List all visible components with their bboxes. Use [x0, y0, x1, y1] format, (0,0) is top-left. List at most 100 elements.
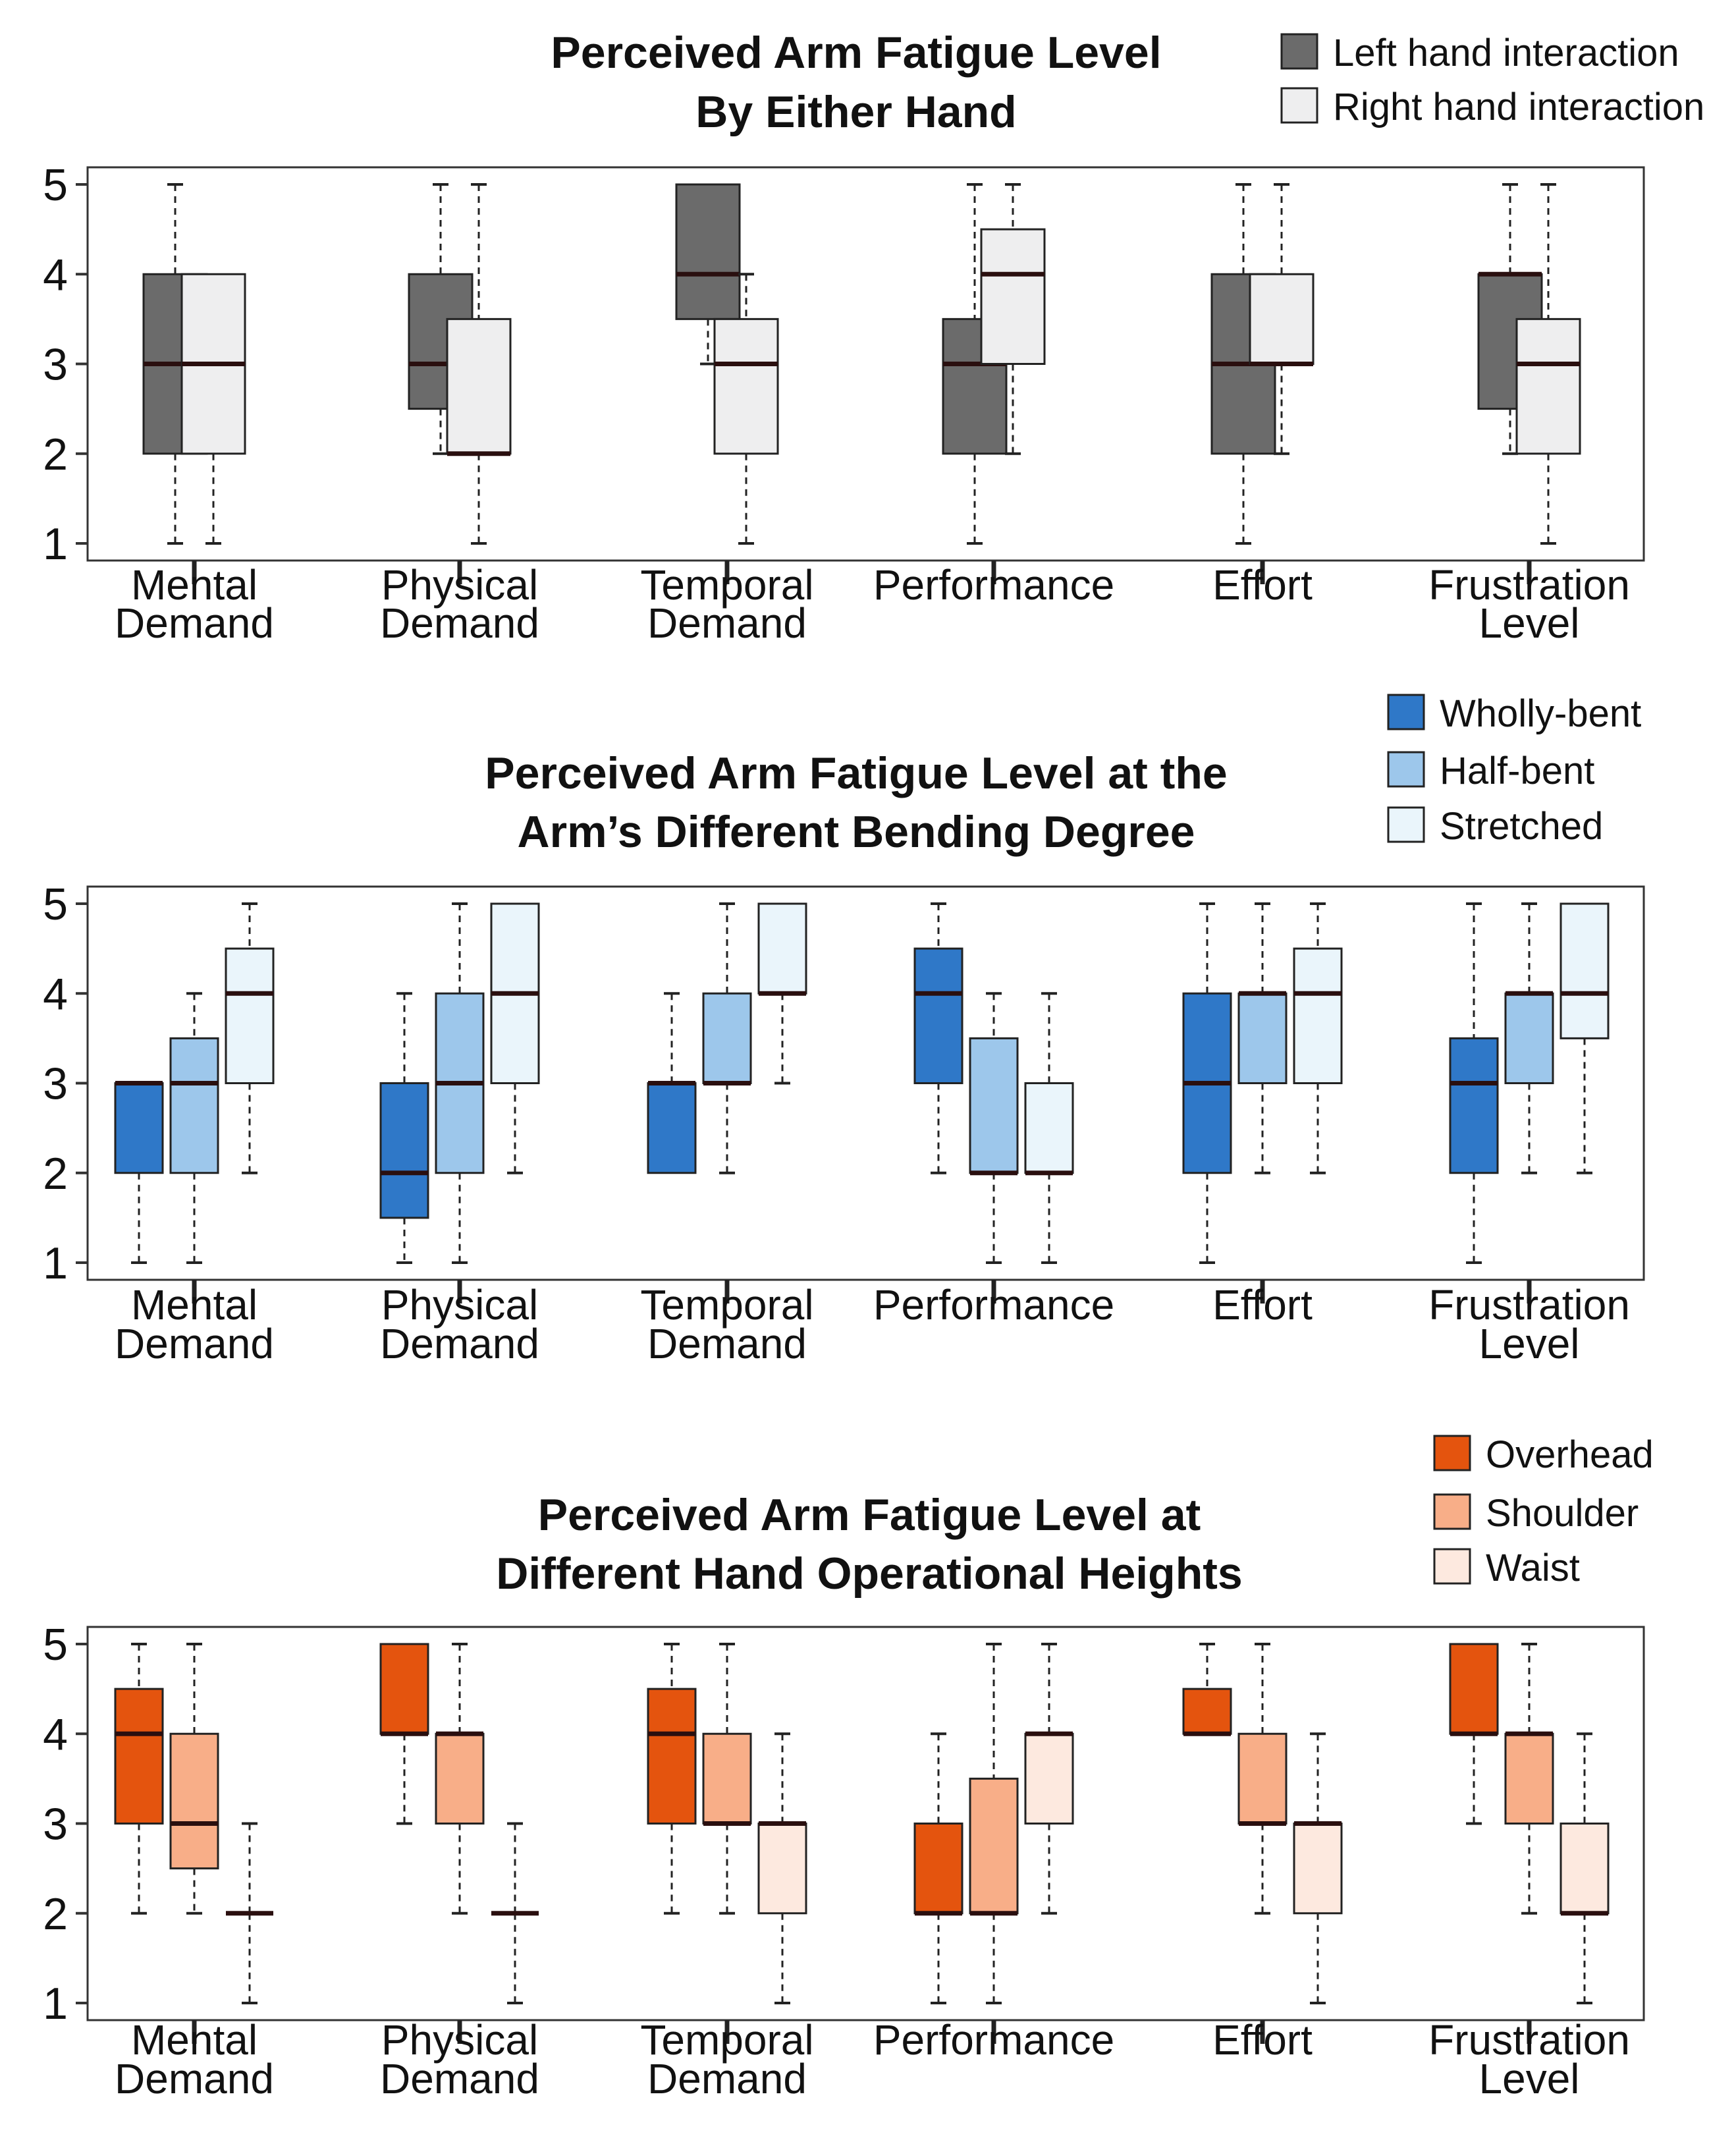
- box-iqr: [675, 183, 741, 320]
- box-half-bent: [169, 992, 219, 1264]
- y-tick-label: 1: [43, 1979, 68, 2029]
- box-iqr: [713, 317, 779, 455]
- x-category-label: Effort: [1212, 1281, 1313, 1329]
- box-waist: [1560, 1732, 1610, 2004]
- box-iqr: [114, 1688, 164, 1825]
- x-category-label: Demand: [380, 599, 539, 647]
- x-category-label: Performance: [873, 2016, 1114, 2064]
- chart-title-line: Perceived Arm Fatigue Level: [551, 28, 1161, 78]
- legend-swatch: [1387, 751, 1425, 788]
- x-category-label: Level: [1479, 599, 1580, 647]
- box-stretched: [225, 902, 275, 1174]
- y-tick-label: 5: [43, 1620, 68, 1670]
- box-iqr: [980, 228, 1046, 365]
- box-stretched: [757, 902, 807, 1085]
- x-category-label: Demand: [647, 2055, 807, 2102]
- x-category-label: Frustration: [1428, 1281, 1630, 1329]
- box-overhead: [647, 1643, 697, 1915]
- x-category-label: Temporal: [640, 1281, 813, 1329]
- x-category-label: Performance: [873, 1281, 1114, 1329]
- y-tick-label: 1: [43, 1238, 68, 1288]
- plot-frame: [86, 1626, 1645, 2021]
- box-half-bent: [702, 902, 752, 1174]
- box-iqr: [647, 1082, 697, 1174]
- box-left-hand-interaction: [675, 183, 741, 366]
- x-category-label: Physical: [381, 2016, 538, 2064]
- legend-swatch: [1433, 1435, 1471, 1471]
- box-iqr: [757, 902, 807, 995]
- box-overhead: [1182, 1643, 1232, 1736]
- y-tick-label: 4: [43, 250, 68, 300]
- chart-panel-2: Perceived Arm Fatigue Level at the Arm’s …: [43, 692, 1645, 1367]
- y-tick-label: 2: [43, 1149, 68, 1199]
- legend-label: Half-bent: [1440, 750, 1594, 792]
- box-half-bent: [435, 902, 485, 1264]
- y-tick-label: 4: [43, 1709, 68, 1759]
- box-iqr: [379, 1643, 429, 1735]
- x-category-label: Demand: [647, 599, 807, 647]
- box-iqr: [1449, 1037, 1499, 1174]
- box-iqr: [1024, 1082, 1074, 1174]
- plot-frame: [86, 885, 1645, 1281]
- x-category-label: Frustration: [1428, 561, 1630, 609]
- x-category-label: Level: [1479, 2055, 1580, 2102]
- box-iqr: [1024, 1732, 1074, 1825]
- box-shoulder: [969, 1643, 1019, 2004]
- box-shoulder: [435, 1643, 485, 1915]
- box-iqr: [446, 317, 512, 455]
- box-iqr: [702, 992, 752, 1084]
- legend-swatch: [1387, 694, 1425, 730]
- y-tick-label: 4: [43, 969, 68, 1019]
- x-category-label: Physical: [381, 561, 538, 609]
- box-stretched: [1293, 902, 1343, 1174]
- y-tick-label: 5: [43, 879, 68, 929]
- box-overhead: [114, 1643, 164, 1915]
- x-category-label: Demand: [115, 2055, 274, 2102]
- chart-title-line: Perceived Arm Fatigue Level at: [538, 1490, 1201, 1540]
- box-right-hand-interaction: [713, 273, 779, 545]
- legend-swatch: [1433, 1548, 1471, 1585]
- box-right-hand-interaction: [446, 183, 512, 545]
- box-iqr: [379, 1082, 429, 1219]
- box-right-hand-interaction: [1515, 183, 1581, 545]
- box-stretched: [1560, 902, 1610, 1174]
- box-shoulder: [169, 1643, 219, 1915]
- legend-label: Stretched: [1440, 805, 1603, 848]
- box-wholly-bent: [913, 902, 963, 1174]
- chart-title-line: By Either Hand: [695, 87, 1016, 137]
- box-right-hand-interaction: [1249, 183, 1315, 455]
- x-category-label: Temporal: [640, 561, 813, 609]
- chart-panel-3: Perceived Arm Fatigue Level at Different …: [43, 1433, 1654, 2102]
- x-category-label: Frustration: [1428, 2016, 1630, 2064]
- x-category-label: Demand: [647, 1320, 807, 1367]
- box-wholly-bent: [114, 1081, 164, 1264]
- box-wholly-bent: [379, 992, 429, 1264]
- legend-swatch: [1387, 806, 1425, 843]
- legend-label: Shoulder: [1486, 1492, 1639, 1535]
- box-iqr: [435, 1732, 485, 1825]
- x-category-label: Level: [1479, 1320, 1580, 1367]
- chart-title-line: Perceived Arm Fatigue Level at the: [485, 748, 1227, 798]
- x-category-label: Demand: [115, 1320, 274, 1367]
- chart-title-line: Different Hand Operational Heights: [496, 1549, 1242, 1599]
- box-iqr: [1560, 902, 1610, 1039]
- box-iqr: [1293, 1823, 1343, 1915]
- box-iqr: [1237, 992, 1288, 1084]
- y-tick-label: 2: [43, 429, 68, 480]
- x-category-label: Physical: [381, 1281, 538, 1329]
- plot-frame: [86, 166, 1645, 562]
- box-iqr: [169, 1037, 219, 1174]
- box-iqr: [169, 1732, 219, 1870]
- legend-label: Overhead: [1486, 1433, 1654, 1476]
- box-overhead: [1449, 1643, 1499, 1825]
- y-tick-label: 3: [43, 1799, 68, 1850]
- box-iqr: [114, 1082, 164, 1174]
- legend-label: Waist: [1486, 1547, 1580, 1589]
- x-category-label: Mental: [131, 2016, 258, 2064]
- x-category-label: Demand: [115, 599, 274, 647]
- x-category-label: Demand: [380, 2055, 539, 2102]
- box-shoulder: [1237, 1643, 1288, 1915]
- chart-title-line: Arm’s Different Bending Degree: [518, 807, 1195, 857]
- y-tick-label: 2: [43, 1889, 68, 1939]
